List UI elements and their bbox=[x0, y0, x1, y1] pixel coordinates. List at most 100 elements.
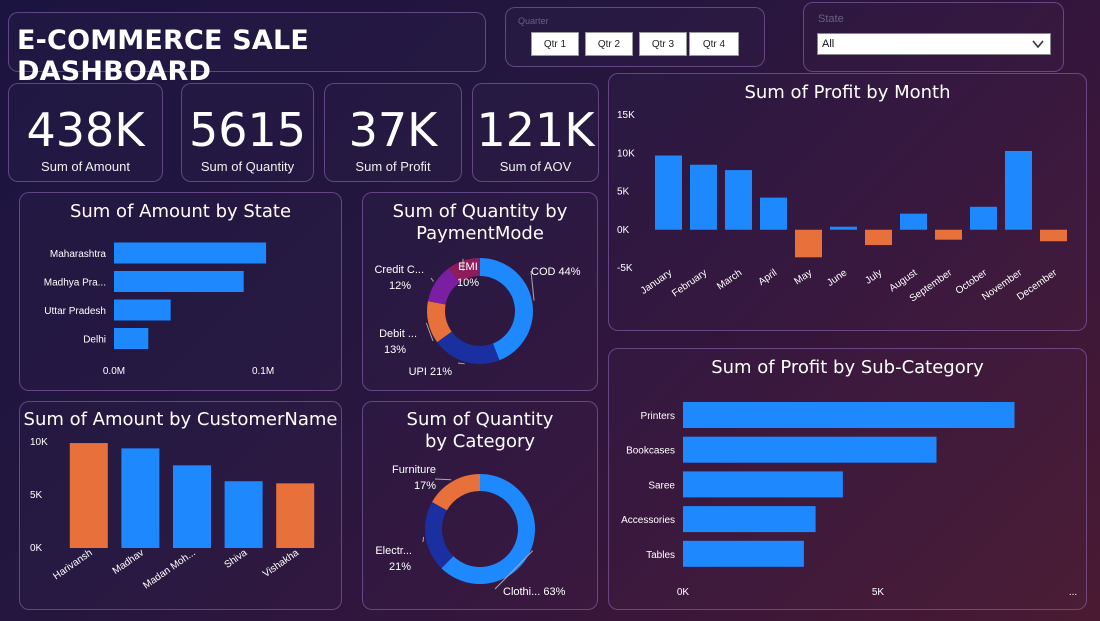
quarter-button-q1[interactable]: Qtr 1 bbox=[531, 32, 579, 56]
category-label: Madhya Pra... bbox=[44, 278, 106, 289]
slice-name-label: Debit ... bbox=[379, 328, 417, 340]
y-tick-label: 10K bbox=[30, 437, 48, 448]
chevron-down-icon bbox=[1032, 40, 1044, 49]
bar bbox=[1005, 150, 1032, 230]
leader-line bbox=[430, 277, 434, 282]
y-tick-label: 0K bbox=[617, 225, 630, 236]
profit-by-month-card: Sum of Profit by Month -5K 0K 5K 10K 15K Janu… bbox=[608, 73, 1087, 331]
state-slicer-label: State bbox=[818, 13, 844, 25]
kpi-value: 121K bbox=[476, 103, 595, 157]
category-label: December bbox=[1015, 267, 1060, 303]
x-tick-label: ... bbox=[1069, 587, 1077, 598]
bar bbox=[795, 229, 822, 258]
bar bbox=[935, 229, 962, 240]
y-tick-label: 15K bbox=[617, 110, 635, 121]
bar bbox=[121, 448, 160, 548]
bar bbox=[900, 213, 927, 230]
quarter-button-q4[interactable]: Qtr 4 bbox=[689, 32, 739, 56]
slice-label: UPI 21% bbox=[409, 366, 453, 378]
slice-name-label: Furniture bbox=[392, 464, 436, 476]
bar bbox=[114, 271, 244, 292]
slice-value-label: 13% bbox=[384, 344, 406, 356]
slice-value-label: 12% bbox=[389, 280, 411, 292]
category-label: Bookcases bbox=[626, 446, 675, 457]
state-dropdown[interactable]: All bbox=[817, 33, 1051, 55]
bar bbox=[690, 164, 717, 230]
bar bbox=[1040, 229, 1067, 242]
kpi-label: Sum of Profit bbox=[355, 159, 431, 174]
donut-slice bbox=[437, 331, 500, 364]
category-label: Saree bbox=[648, 480, 675, 491]
y-tick-label: 0K bbox=[30, 543, 43, 554]
title-card: E-COMMERCE SALE DASHBOARD bbox=[8, 12, 486, 87]
chart-title: Sum of Quantity by Category bbox=[406, 409, 554, 452]
quantity-by-category-card: Sum of Quantity by Category Clothi... 63… bbox=[362, 401, 598, 610]
category-label: Printers bbox=[641, 411, 675, 422]
donut-slice bbox=[448, 258, 480, 283]
kpi-label: Sum of Quantity bbox=[200, 159, 295, 174]
leader-line bbox=[457, 362, 465, 365]
category-label: Shiva bbox=[223, 547, 250, 571]
bar bbox=[683, 402, 1015, 428]
leader-line bbox=[422, 536, 425, 543]
x-tick-label: 0K bbox=[677, 587, 690, 598]
x-tick-label: 5K bbox=[872, 587, 885, 598]
donut-slice bbox=[425, 501, 454, 569]
bar bbox=[173, 465, 211, 548]
donut-slice bbox=[432, 474, 480, 511]
bar bbox=[114, 242, 267, 264]
slice-name-label: Electr... bbox=[375, 545, 412, 557]
profit-by-subcategory-chart: Printers Bookcases Saree Accessories Tables 0… bbox=[621, 402, 1077, 598]
bar bbox=[114, 299, 171, 321]
bar bbox=[655, 155, 682, 230]
amount-by-state-chart: Maharashtra Madhya Pra... Uttar Pradesh Del… bbox=[44, 242, 274, 377]
kpi-value: 5615 bbox=[188, 103, 307, 157]
quarter-slicer: Quarter Qtr 1 Qtr 2 Qtr 3 Qtr 4 bbox=[505, 7, 765, 67]
bar bbox=[224, 481, 263, 548]
state-slicer: State All bbox=[803, 2, 1064, 72]
quarter-button-q2[interactable]: Qtr 2 bbox=[585, 32, 633, 56]
bar bbox=[760, 197, 787, 230]
quantity-by-category-chart: Clothi... 63% Electr... 21% Furniture 17% bbox=[375, 464, 565, 598]
chart-title: Sum of Profit by Sub-Category bbox=[711, 357, 984, 378]
leader-line bbox=[434, 478, 452, 481]
slice-label: COD 44% bbox=[531, 266, 581, 278]
x-tick-label: 0.1M bbox=[252, 366, 274, 377]
y-tick-label: 5K bbox=[30, 490, 43, 501]
quarter-button-q3[interactable]: Qtr 3 bbox=[639, 32, 687, 56]
bar bbox=[865, 229, 892, 246]
kpi-card-profit: 37K Sum of Profit bbox=[324, 83, 462, 182]
category-label: Maharashtra bbox=[50, 249, 107, 260]
slice-name-label: Credit C... bbox=[374, 264, 424, 276]
bar bbox=[69, 443, 108, 548]
slice-value-label: 21% bbox=[389, 561, 411, 573]
slice-name-label: EMI bbox=[458, 261, 478, 273]
category-label: Uttar Pradesh bbox=[44, 306, 106, 317]
category-label: Madan Moh... bbox=[141, 547, 197, 591]
kpi-value: 37K bbox=[348, 103, 438, 157]
category-label: Harivansh bbox=[51, 547, 94, 582]
profit-by-subcategory-card: Sum of Profit by Sub-Category Printers Bo… bbox=[608, 348, 1087, 610]
chart-title: Sum of Amount by State bbox=[69, 201, 292, 222]
leader-line bbox=[494, 550, 534, 590]
x-tick-label: 0.0M bbox=[103, 366, 125, 377]
y-tick-label: 5K bbox=[617, 187, 630, 198]
category-label: Tables bbox=[646, 550, 675, 561]
bar bbox=[683, 471, 843, 498]
bar bbox=[683, 540, 804, 567]
bar bbox=[683, 506, 816, 533]
category-label: Vishakha bbox=[261, 547, 301, 580]
slice-value-label: 17% bbox=[414, 480, 436, 492]
amount-by-customer-card: Sum of Amount by CustomerName 0K 5K 10K Har… bbox=[19, 401, 342, 610]
donut-slice bbox=[427, 268, 460, 305]
amount-by-state-card: Sum of Amount by State Maharashtra Madhya… bbox=[19, 192, 342, 391]
category-label: July bbox=[863, 267, 884, 286]
leader-line bbox=[425, 322, 434, 342]
category-label: Madhav bbox=[111, 547, 146, 576]
category-label: February bbox=[670, 267, 709, 299]
category-label: Accessories bbox=[621, 515, 675, 526]
chart-title: Sum of Quantity by PaymentMode bbox=[392, 201, 568, 244]
kpi-card-quantity: 5615 Sum of Quantity bbox=[181, 83, 314, 182]
